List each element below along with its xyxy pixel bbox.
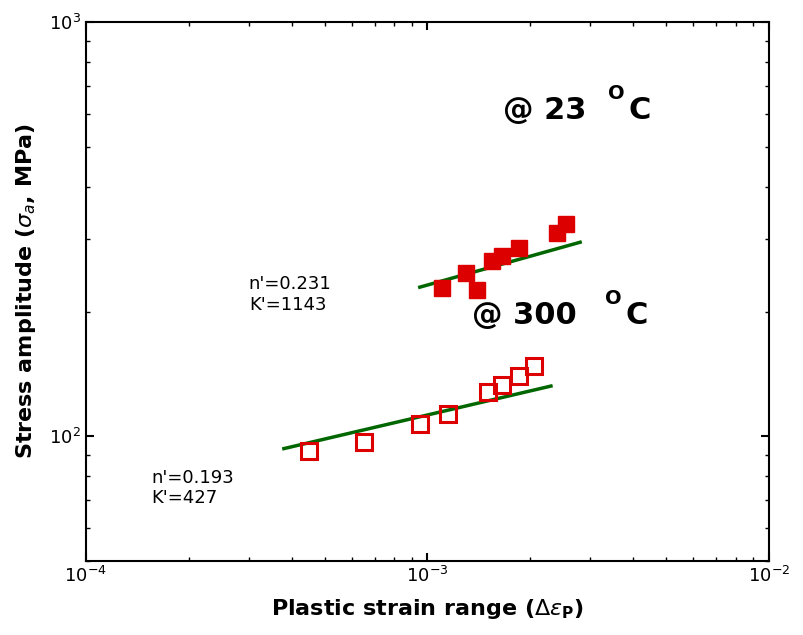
Text: @ 300: @ 300	[471, 301, 576, 330]
Text: O: O	[608, 84, 624, 103]
Text: n'=0.231
K'=1143: n'=0.231 K'=1143	[248, 275, 331, 314]
Text: @ 23: @ 23	[502, 97, 585, 125]
Text: C: C	[628, 97, 650, 125]
Text: O: O	[604, 289, 621, 308]
X-axis label: Plastic strain range ($\Delta\varepsilon_\mathbf{P}$): Plastic strain range ($\Delta\varepsilon…	[271, 597, 583, 621]
Y-axis label: Stress amplitude ($\sigma_a$, MPa): Stress amplitude ($\sigma_a$, MPa)	[14, 124, 38, 460]
Text: n'=0.193
K'=427: n'=0.193 K'=427	[151, 469, 234, 507]
Text: C: C	[625, 301, 647, 330]
